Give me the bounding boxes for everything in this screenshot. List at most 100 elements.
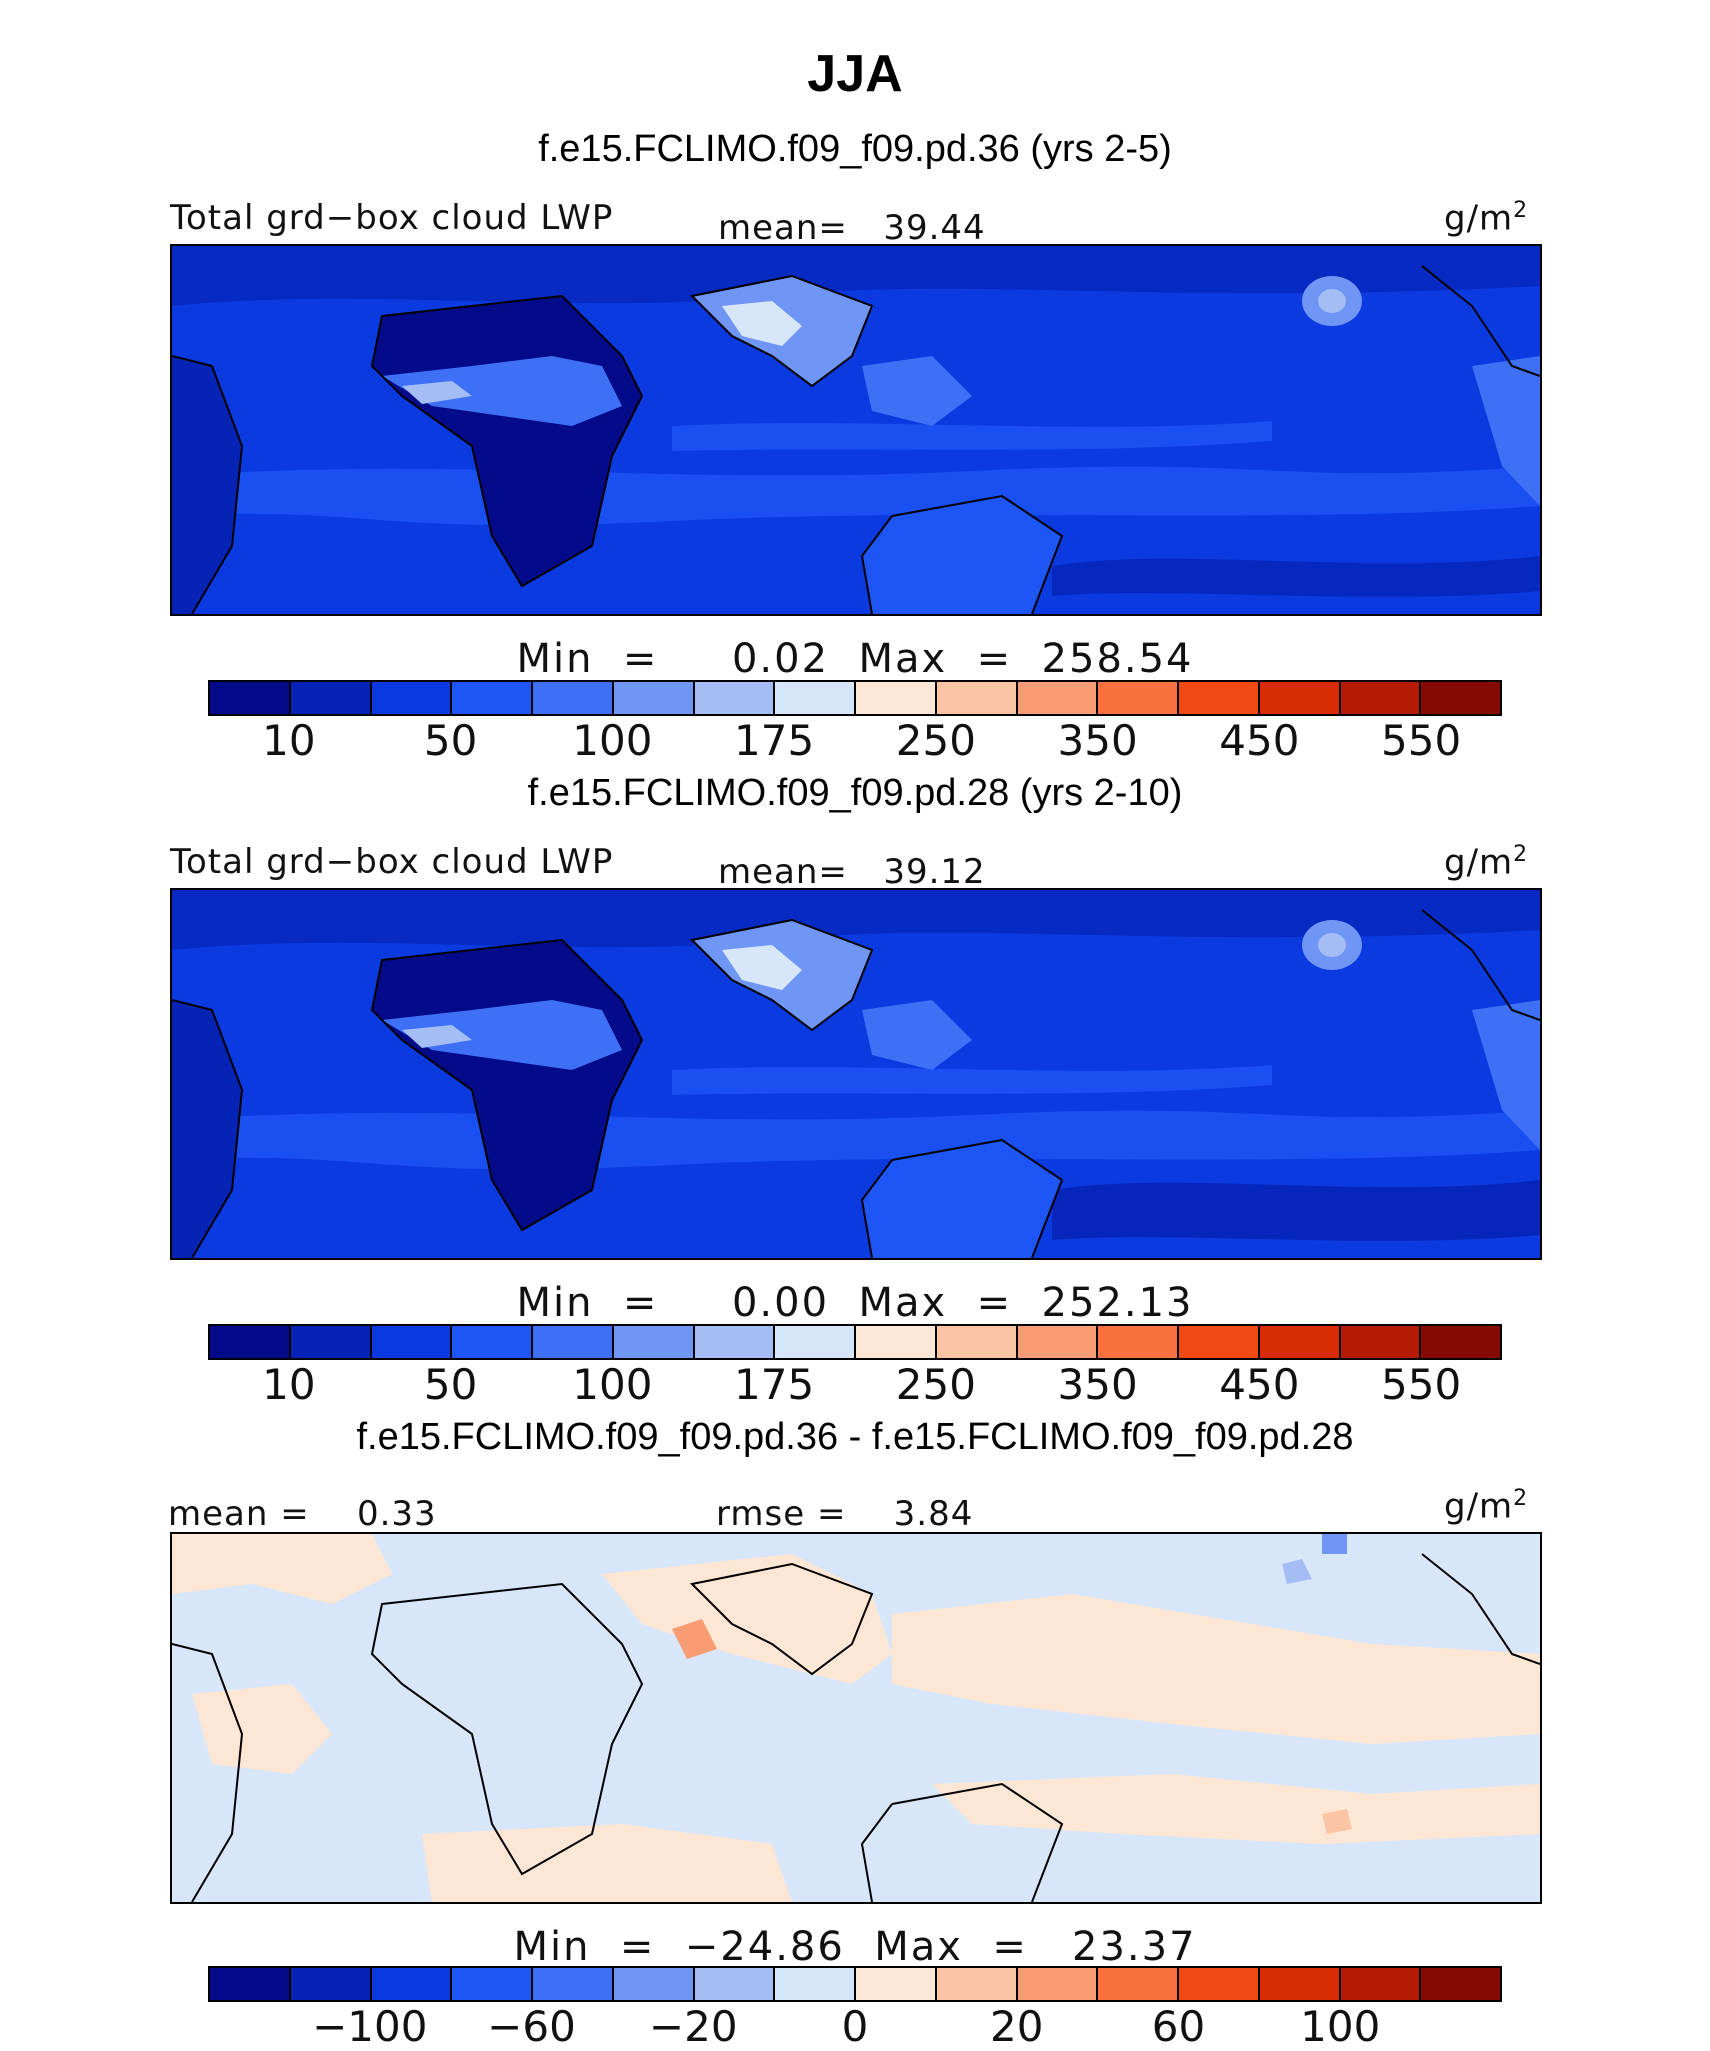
colorbar-3-swatch-1 bbox=[290, 1968, 372, 2000]
panel-2-pacific-core bbox=[1318, 933, 1346, 957]
colorbar-2-swatch-0 bbox=[210, 1326, 291, 1358]
panel-3-rmse-label: rmse = 3.84 bbox=[716, 1494, 974, 1534]
panel-3-asia-coast bbox=[689, 1562, 874, 1676]
colorbar-2-tick-label: 50 bbox=[423, 1360, 478, 1409]
colorbar-3-swatch-14 bbox=[1340, 1968, 1422, 2000]
colorbar-3-swatch-13 bbox=[1259, 1968, 1341, 2000]
panel-2-south-america bbox=[172, 1000, 242, 1258]
colorbar-3-swatch-0 bbox=[210, 1968, 291, 2000]
colorbar-1-swatch-10 bbox=[1017, 682, 1099, 714]
colorbar-2-swatch-7 bbox=[775, 1326, 856, 1358]
panel-1-pacific-core bbox=[1318, 289, 1346, 313]
panel-1-americas-east bbox=[1472, 356, 1540, 506]
colorbar-3-swatch-10 bbox=[1017, 1968, 1099, 2000]
panel-3-africa-coast bbox=[370, 1582, 644, 1876]
colorbar-1-swatch-7 bbox=[775, 682, 856, 714]
panel-3-north-pacific-min bbox=[1322, 1534, 1347, 1554]
panel-3-patch-asia bbox=[602, 1554, 892, 1684]
colorbar-2-swatch-11 bbox=[1098, 1326, 1179, 1358]
colorbar-3-swatch-5 bbox=[613, 1968, 695, 2000]
panel-2-mean-label: mean= 39.12 bbox=[718, 852, 986, 892]
panel-1-map-svg bbox=[172, 246, 1540, 614]
panel-2-variable-label: Total grd−box cloud LWP bbox=[170, 842, 614, 882]
panel-1-itcz bbox=[672, 421, 1272, 451]
panel-2-india-max bbox=[722, 945, 802, 990]
colorbar-1-swatch-15 bbox=[1421, 682, 1500, 714]
panel-2-map bbox=[170, 888, 1542, 1260]
panel-2-subtropic-band bbox=[1052, 1180, 1540, 1241]
panel-2-itcz bbox=[672, 1065, 1272, 1095]
panel-3-units: g/m2 bbox=[1444, 1486, 1529, 1527]
panel-2-asia-coast bbox=[689, 918, 874, 1032]
colorbar-3-swatch-4 bbox=[533, 1968, 614, 2000]
panel-2-colorbar bbox=[208, 1324, 1502, 1360]
panel-2-guinea-max bbox=[402, 1025, 472, 1048]
colorbar-1-swatch-4 bbox=[533, 682, 614, 714]
panel-3-colorbar bbox=[208, 1966, 1502, 2002]
panel-1-india-max bbox=[722, 301, 802, 346]
colorbar-3-swatch-7 bbox=[775, 1968, 856, 2000]
panel-1-map bbox=[170, 244, 1542, 616]
colorbar-2-tick-label: 250 bbox=[895, 1360, 976, 1409]
colorbar-1-swatch-3 bbox=[452, 682, 533, 714]
panel-2-africa-coast bbox=[370, 938, 644, 1232]
panel-1-subtropic-band bbox=[1052, 556, 1540, 597]
panel-3-north-america-coast bbox=[1421, 1553, 1540, 1665]
colorbar-3-tick-label: 60 bbox=[1151, 2002, 1206, 2051]
colorbar-1-tick-label: 50 bbox=[423, 716, 478, 765]
colorbar-2-swatch-9 bbox=[936, 1326, 1018, 1358]
colorbar-1-tick-label: 250 bbox=[895, 716, 976, 765]
colorbar-1-swatch-12 bbox=[1179, 682, 1260, 714]
colorbar-1-swatch-13 bbox=[1259, 682, 1341, 714]
colorbar-3-tick-label: −100 bbox=[312, 2002, 428, 2051]
colorbar-2-swatch-1 bbox=[290, 1326, 372, 1358]
panel-2-sahel-wet bbox=[382, 1000, 622, 1070]
panel-3-patch-south-indian bbox=[422, 1824, 792, 1902]
colorbar-3-swatch-15 bbox=[1421, 1968, 1500, 2000]
panel-1-south-america-coast bbox=[172, 355, 244, 614]
colorbar-2-tick-label: 450 bbox=[1219, 1360, 1300, 1409]
panel-2-map-svg bbox=[172, 890, 1540, 1258]
colorbar-1-swatch-14 bbox=[1340, 682, 1422, 714]
colorbar-1-swatch-1 bbox=[290, 682, 372, 714]
panel-3-patch-south-pacific bbox=[932, 1774, 1540, 1844]
panel-2-australia bbox=[862, 1140, 1062, 1258]
colorbar-2-tick-label: 350 bbox=[1057, 1360, 1138, 1409]
colorbar-1-tick-label: 10 bbox=[262, 716, 316, 765]
panel-3-australia-coast bbox=[860, 1782, 1064, 1902]
panel-3-arabian-sea-max bbox=[672, 1619, 717, 1659]
panel-1-units: g/m2 bbox=[1444, 198, 1529, 239]
colorbar-1-swatch-9 bbox=[936, 682, 1018, 714]
colorbar-2-swatch-2 bbox=[371, 1326, 453, 1358]
colorbar-2-swatch-4 bbox=[533, 1326, 614, 1358]
colorbar-3-swatch-9 bbox=[936, 1968, 1018, 2000]
colorbar-2-tick-label: 175 bbox=[734, 1360, 815, 1409]
colorbar-2-swatch-14 bbox=[1340, 1326, 1422, 1358]
panel-3-minmax: Min = −24.86 Max = 23.37 bbox=[513, 1924, 1197, 1970]
panel-1-guinea-max bbox=[402, 381, 472, 404]
colorbar-3-tick-label: −20 bbox=[648, 2002, 738, 2051]
colorbar-2-swatch-8 bbox=[856, 1326, 937, 1358]
colorbar-3-tick-label: 100 bbox=[1300, 2002, 1381, 2051]
panel-2-north-band bbox=[172, 890, 1540, 950]
colorbar-1-tick-label: 175 bbox=[734, 716, 815, 765]
panel-3-south-pacific-max bbox=[1322, 1809, 1352, 1834]
colorbar-2-swatch-15 bbox=[1421, 1326, 1500, 1358]
colorbar-1-swatch-5 bbox=[613, 682, 695, 714]
panel-3-patch-pacific bbox=[892, 1594, 1540, 1744]
colorbar-3-swatch-2 bbox=[371, 1968, 453, 2000]
figure-title: JJA bbox=[807, 45, 903, 103]
panel-3-south-america-coast bbox=[172, 1643, 244, 1902]
colorbar-2-tick-label: 10 bbox=[262, 1360, 316, 1409]
panel-1-title: f.e15.FCLIMO.f09_f09.pd.36 (yrs 2-5) bbox=[538, 128, 1172, 170]
colorbar-3-tick-label: 20 bbox=[990, 2002, 1044, 2051]
panel-1-sahel-wet bbox=[382, 356, 622, 426]
colorbar-1-tick-label: 550 bbox=[1381, 716, 1462, 765]
colorbar-1-tick-label: 450 bbox=[1219, 716, 1300, 765]
panel-2-americas-east bbox=[1472, 1000, 1540, 1150]
colorbar-1-swatch-11 bbox=[1098, 682, 1179, 714]
colorbar-1-tick-label: 350 bbox=[1057, 716, 1138, 765]
panel-2-units: g/m2 bbox=[1444, 842, 1529, 883]
panel-3-map bbox=[170, 1532, 1542, 1904]
panel-2-maritime-continent bbox=[862, 1000, 972, 1070]
